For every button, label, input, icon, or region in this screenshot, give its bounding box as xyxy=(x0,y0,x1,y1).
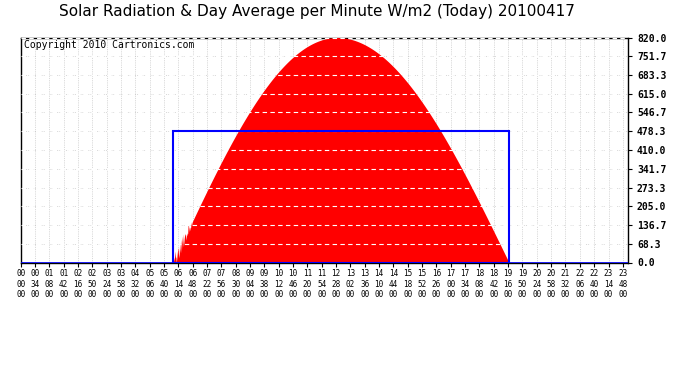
Text: Copyright 2010 Cartronics.com: Copyright 2010 Cartronics.com xyxy=(23,40,194,50)
Text: Solar Radiation & Day Average per Minute W/m2 (Today) 20100417: Solar Radiation & Day Average per Minute… xyxy=(59,4,575,19)
Bar xyxy=(173,131,509,262)
